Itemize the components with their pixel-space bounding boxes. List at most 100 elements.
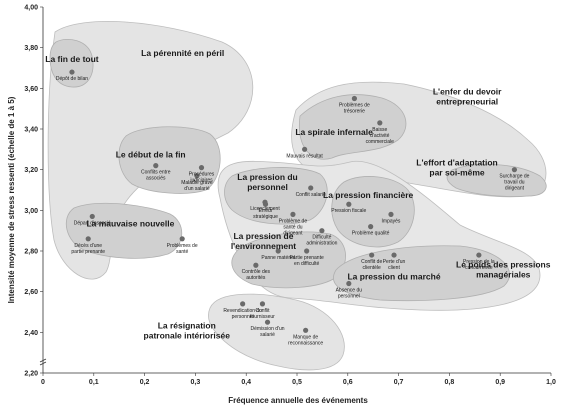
group-labels: La fin de tout La pérennité en péril Le dé… (45, 48, 550, 340)
region-spirale-infernale (298, 94, 407, 160)
data-point (308, 185, 314, 191)
y-tick-label: 3,20 (24, 167, 38, 174)
region-pression-personnel (224, 167, 328, 225)
data-point (262, 201, 269, 207)
point-label: Revendication du personnel (223, 308, 262, 320)
y-tick-labels: 2,20 2,40 2,60 2,80 3,00 3,20 3,40 3,60 3,80 4,00 (24, 5, 43, 378)
point-label: Problème qualité (352, 231, 390, 237)
group-label: La mauvaise nouvelle (86, 219, 174, 229)
cluster-regions (47, 21, 547, 371)
x-tick-label: 0,2 (140, 379, 150, 386)
region-mauvaise-nouvelle (65, 202, 183, 259)
y-tick-label: 2,20 (24, 371, 38, 378)
x-axis-title: Fréquence annuelle des événements (228, 396, 368, 405)
point-label: Pression fiscale (331, 208, 366, 214)
data-point (198, 165, 205, 171)
point-label: Panne matériel (261, 255, 295, 261)
y-tick-label: 3,40 (24, 127, 38, 134)
point-label: Problèmes de trésorerie (339, 103, 370, 115)
point-label: Difficulté administration (306, 235, 337, 247)
data-point (369, 252, 375, 258)
x-tick-label: 0,3 (191, 379, 201, 386)
point-label: Licenciement (250, 206, 280, 212)
data-point (290, 211, 296, 217)
x-tick-label: 0,6 (343, 379, 353, 386)
data-point (275, 248, 281, 254)
y-tick-label: 2,80 (24, 249, 38, 256)
point-label: Perte d'un client (383, 259, 406, 271)
x-tick-label: 1,0 (546, 379, 556, 386)
data-point (346, 280, 352, 287)
y-axis-title: Intensité moyenne de stress ressenti (éc… (7, 96, 16, 303)
x-tick-label: 0,5 (292, 379, 302, 386)
y-tick-label: 3,00 (24, 208, 38, 215)
data-point (302, 146, 308, 152)
data-points (69, 69, 518, 333)
point-label: Baisse d'activité commerciale (366, 127, 395, 145)
point-label: Surcharge de travail du dirigeant (499, 174, 529, 192)
group-label: Le début de la fin (116, 149, 186, 159)
region-effort-adaptation (446, 163, 547, 197)
axis-break-mark (39, 358, 47, 366)
data-point (368, 224, 374, 230)
point-label: Absence du personnel (336, 288, 363, 300)
data-point (388, 211, 394, 217)
x-tick-label: 0 (41, 379, 45, 386)
region-resignation (207, 293, 345, 371)
point-label: Procédures judiciaires (189, 172, 215, 184)
data-point (153, 163, 159, 169)
point-label: Décès d'une partie prenante (71, 243, 105, 255)
data-point (240, 301, 246, 307)
x-tick-label: 0,9 (495, 379, 505, 386)
group-label: L'enfer du devoir entrepreneurial (433, 86, 502, 106)
group-label: La pression de l'environnement (231, 231, 296, 251)
point-label: Erreur stratégique (253, 208, 278, 220)
x-tick-labels: 0 0,1 0,2 0,3 0,4 0,5 0,6 0,7 0,8 0,9 1,0 (41, 373, 556, 386)
data-point (69, 69, 75, 75)
data-point (89, 213, 95, 220)
point-label: Conflit de clientèle (361, 259, 382, 271)
group-label: La pression du marché (347, 271, 440, 281)
data-point (264, 319, 271, 325)
region-pression-financiere (331, 176, 415, 248)
point-label: Manque de reconnaissance (288, 334, 323, 346)
group-label: L'effort d'adaptation par soi-même (416, 158, 497, 178)
region-fin-de-tout (49, 39, 94, 88)
point-labels: Dépôt de bilan Procédures judiciaires Confl… (56, 76, 530, 346)
point-label: Problèmes de santé (167, 243, 198, 255)
point-label: Conflits entre associés (141, 170, 171, 182)
data-point (303, 327, 309, 333)
group-label: Le poids des pressions managériales (456, 259, 551, 279)
data-point (253, 262, 259, 268)
data-point (304, 248, 310, 254)
data-point (85, 236, 91, 242)
data-point (259, 301, 266, 307)
point-label: Démission d'un salarié (251, 326, 285, 338)
point-label: Partie prenante en difficulté (290, 255, 324, 267)
point-label: Impayés (382, 218, 401, 224)
data-point (511, 167, 518, 173)
x-tick-label: 0,4 (241, 379, 251, 386)
y-tick-label: 3,60 (24, 86, 38, 93)
data-point (194, 173, 200, 179)
x-tick-label: 0,8 (445, 379, 455, 386)
data-point (377, 120, 383, 126)
region-pression-marche (333, 245, 510, 302)
group-label: La pression financière (323, 190, 413, 200)
point-label: Maladie grave d'un salarié (181, 180, 213, 192)
y-tick-label: 3,80 (24, 45, 38, 52)
point-label: Pression de la concurrence (463, 259, 495, 271)
group-label: La résignation patronale intériorisée (144, 320, 231, 340)
data-point (476, 252, 482, 258)
point-label: Contrôle des autorités (242, 269, 271, 281)
data-point (319, 228, 325, 234)
y-tick-label: 2,60 (24, 289, 38, 296)
x-tick-label: 0,7 (394, 379, 404, 386)
group-label: La pression du personnel (237, 172, 297, 192)
y-tick-label: 4,00 (24, 5, 38, 12)
point-label: Mauvais résultat (286, 153, 323, 159)
point-label: Conflit fournisseur (250, 308, 275, 320)
group-label: La pérennité en péril (141, 48, 224, 58)
data-point (346, 201, 352, 207)
